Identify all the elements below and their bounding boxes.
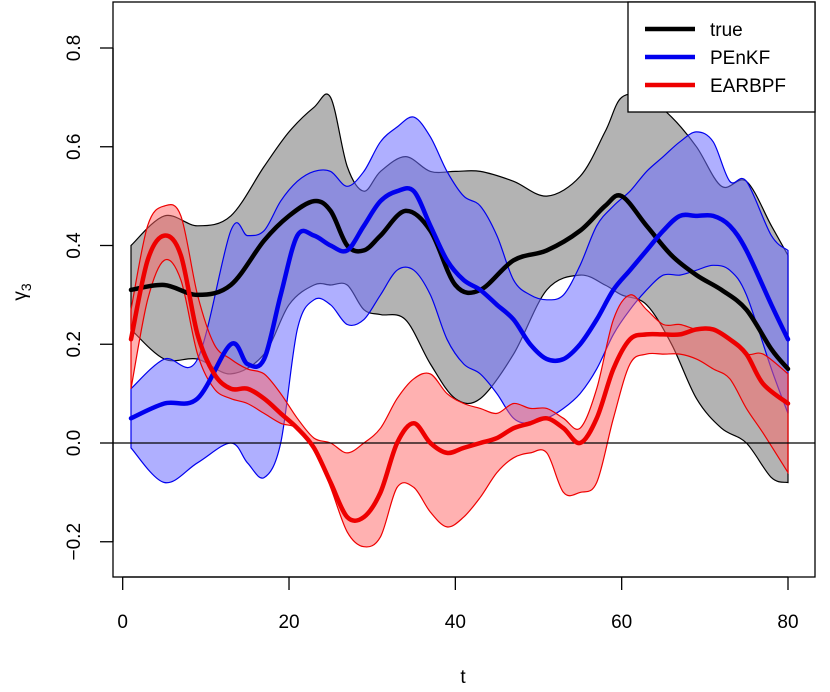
legend-label-earbpf: EARBPF bbox=[710, 76, 786, 97]
legend-label-true: true bbox=[710, 20, 743, 41]
y-tick-label: −0.2 bbox=[64, 523, 85, 561]
x-tick-label: 60 bbox=[611, 612, 632, 633]
y-axis-label-base: γ bbox=[10, 291, 31, 301]
y-tick-label: 0.6 bbox=[64, 134, 85, 160]
x-axis-label: t bbox=[460, 667, 466, 688]
x-tick-label: 40 bbox=[445, 612, 466, 633]
line-earbpf bbox=[128, 233, 791, 524]
legend-label-penkf: PEnKF bbox=[710, 48, 770, 69]
line-true bbox=[128, 193, 791, 372]
series-lines bbox=[128, 185, 791, 524]
y-tick-label: 0.8 bbox=[64, 35, 85, 61]
y-tick-label: 0.4 bbox=[64, 232, 85, 259]
y-axis: −0.2 0.0 0.2 0.4 0.6 0.8 bbox=[64, 35, 114, 561]
x-axis: 0 20 40 60 80 bbox=[117, 576, 799, 633]
x-tick-label: 0 bbox=[117, 612, 128, 633]
band-earbpf bbox=[130, 203, 789, 548]
y-axis-label: γ3 bbox=[10, 283, 34, 301]
band-penkf bbox=[130, 116, 789, 484]
y-tick-label: 0.2 bbox=[64, 331, 85, 357]
y-tick-label: 0.0 bbox=[64, 430, 85, 456]
legend: true PEnKF EARBPF bbox=[627, 1, 816, 113]
y-axis-label-subscript: 3 bbox=[18, 283, 34, 291]
x-tick-label: 20 bbox=[278, 612, 299, 633]
confidence-bands bbox=[130, 93, 789, 548]
line-penkf bbox=[128, 185, 791, 421]
x-tick-label: 80 bbox=[777, 612, 798, 633]
